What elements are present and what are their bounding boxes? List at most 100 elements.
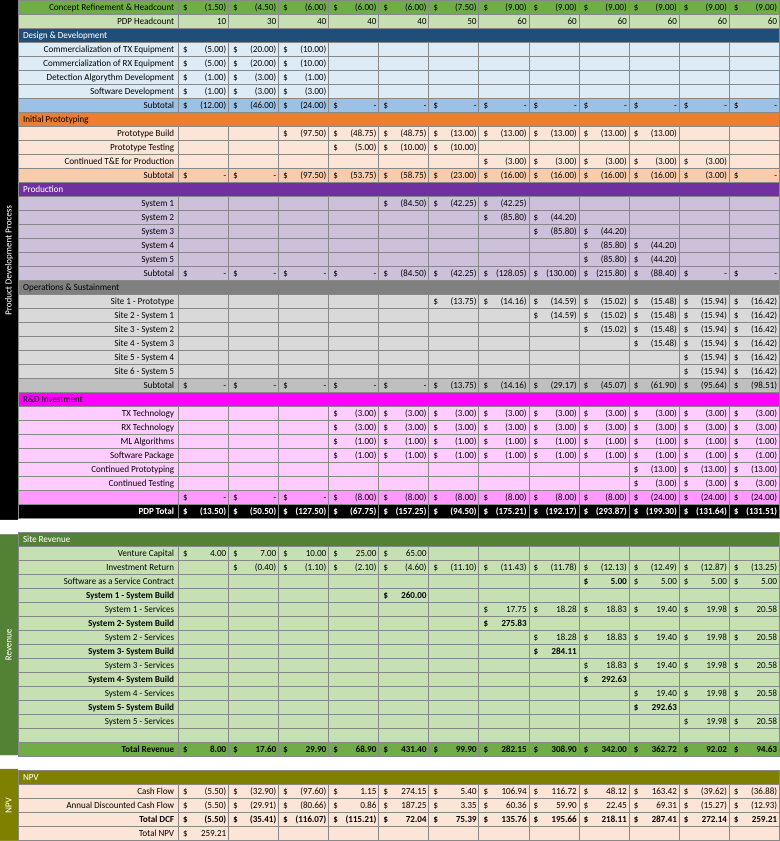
cell: (13.00) xyxy=(679,463,729,477)
cell: (94.50) xyxy=(429,505,479,519)
row-label: System 1 - Services xyxy=(19,603,179,617)
cell: (9.00) xyxy=(679,1,729,15)
cell: (48.75) xyxy=(329,127,379,141)
cell xyxy=(579,547,629,561)
cell xyxy=(329,715,379,729)
row-label: Site 3 - System 2 xyxy=(19,323,179,337)
cell xyxy=(229,141,279,155)
cell: (14.59) xyxy=(529,309,579,323)
cell xyxy=(379,463,429,477)
cell xyxy=(529,71,579,85)
spreadsheet-root: Product Development ProcessRevenueNPV Co… xyxy=(0,0,780,841)
cell xyxy=(379,43,429,57)
cell xyxy=(729,827,779,841)
cell xyxy=(279,155,329,169)
cell: (16.00) xyxy=(579,169,629,183)
cell xyxy=(729,253,779,267)
cell: (14.16) xyxy=(479,295,529,309)
cell: 5.00 xyxy=(579,575,629,589)
cell: (4.60) xyxy=(379,561,429,575)
cell xyxy=(579,589,629,603)
cell xyxy=(229,225,279,239)
vertical-labels: Product Development ProcessRevenueNPV xyxy=(0,0,18,841)
cell: (3.00) xyxy=(729,421,779,435)
cell xyxy=(529,547,579,561)
cell xyxy=(379,71,429,85)
cell: (44.20) xyxy=(629,239,679,253)
row-label: System 5 - Services xyxy=(19,715,179,729)
row-label: PDP Headcount xyxy=(19,15,179,29)
cell xyxy=(679,85,729,99)
cell xyxy=(329,57,379,71)
cell: (6.00) xyxy=(329,1,379,15)
cell: 60 xyxy=(679,15,729,29)
cell: (42.25) xyxy=(429,267,479,281)
cell xyxy=(329,337,379,351)
cell: (16.42) xyxy=(729,309,779,323)
cell: (3.00) xyxy=(229,71,279,85)
cell: 94.63 xyxy=(729,743,779,757)
cell: (1.00) xyxy=(579,435,629,449)
cell xyxy=(179,225,229,239)
cell: (85.80) xyxy=(529,225,579,239)
cell xyxy=(629,547,679,561)
row-label: System 2 xyxy=(19,211,179,225)
cell xyxy=(679,253,729,267)
cell xyxy=(629,57,679,71)
cell: (42.25) xyxy=(479,197,529,211)
cell xyxy=(229,323,279,337)
cell: 75.39 xyxy=(429,813,479,827)
cell: (3.00) xyxy=(529,407,579,421)
cell: (12.00) xyxy=(179,99,229,113)
cell xyxy=(279,645,329,659)
cell: 284.11 xyxy=(529,645,579,659)
cell: 19.40 xyxy=(629,603,679,617)
cell: (97.50) xyxy=(279,169,329,183)
cell xyxy=(529,659,579,673)
cell xyxy=(529,57,579,71)
cell xyxy=(429,477,479,491)
cell xyxy=(379,85,429,99)
cell xyxy=(229,575,279,589)
cell: 308.90 xyxy=(529,743,579,757)
cell xyxy=(679,43,729,57)
cell xyxy=(629,351,679,365)
cell xyxy=(729,141,779,155)
cell: (8.00) xyxy=(329,491,379,505)
cell: - xyxy=(529,99,579,113)
cell: - xyxy=(329,379,379,393)
cell xyxy=(679,71,729,85)
cell xyxy=(479,547,529,561)
cell xyxy=(279,659,329,673)
cell: 7.00 xyxy=(229,547,279,561)
cell xyxy=(229,673,279,687)
cell xyxy=(729,211,779,225)
cell xyxy=(329,85,379,99)
row-label: Site 4 - System 3 xyxy=(19,337,179,351)
row-label: System 4 xyxy=(19,239,179,253)
cell xyxy=(729,155,779,169)
cell: (20.00) xyxy=(229,43,279,57)
cell: 40 xyxy=(329,15,379,29)
cell xyxy=(629,365,679,379)
cell: (116.07) xyxy=(279,813,329,827)
cell: 187.25 xyxy=(379,799,429,813)
cell: 218.11 xyxy=(579,813,629,827)
cell xyxy=(179,449,229,463)
cell xyxy=(579,477,629,491)
cell: (215.80) xyxy=(579,267,629,281)
section-header: Design & Development xyxy=(19,29,780,43)
cell: 19.40 xyxy=(629,659,679,673)
cell xyxy=(529,365,579,379)
cell: 259.21 xyxy=(179,827,229,841)
cell xyxy=(529,85,579,99)
cell xyxy=(179,351,229,365)
cell xyxy=(479,141,529,155)
row-label: System 1 - System Build xyxy=(19,589,179,603)
cell xyxy=(529,239,579,253)
cell xyxy=(529,701,579,715)
row-label: System 1 xyxy=(19,197,179,211)
cell xyxy=(279,253,329,267)
cell xyxy=(229,715,279,729)
cell xyxy=(579,701,629,715)
